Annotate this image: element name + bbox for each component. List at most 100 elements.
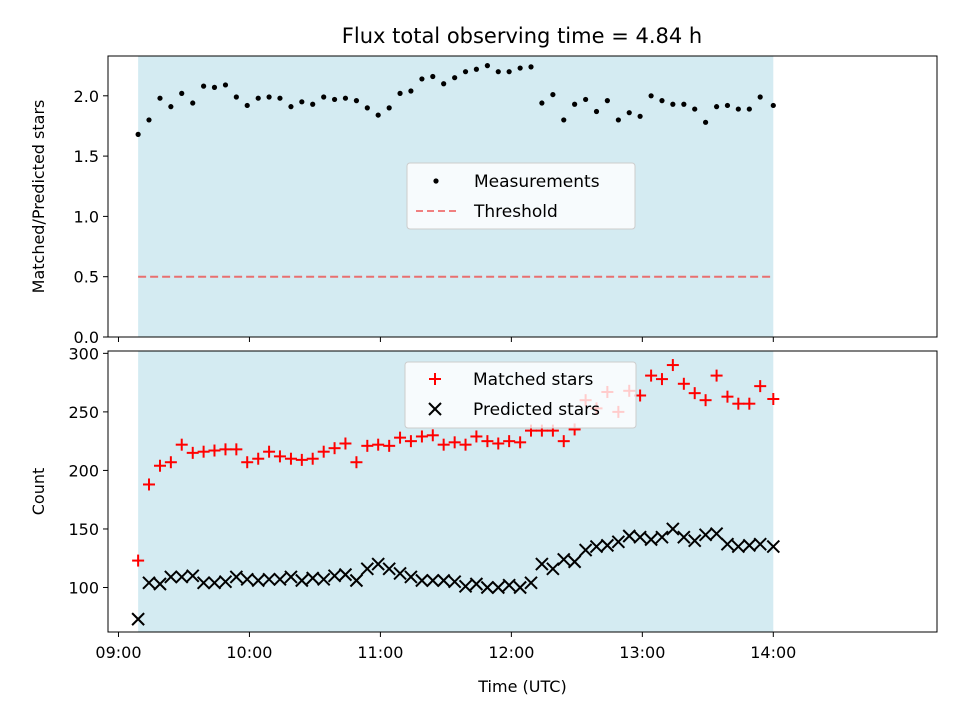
measurement-point [146,117,152,123]
matched-star-point [492,437,505,450]
measurement-point [277,95,283,101]
legend-box [406,162,636,230]
predicted-star-point [175,570,189,584]
predicted-star-point [589,539,604,554]
predicted-star-point [142,576,156,590]
measurement-point [648,93,654,99]
matched-star-point [721,390,734,403]
matched-star-point [208,444,221,457]
measurement-point [593,108,600,115]
matched-star-point [503,435,516,448]
predicted-star-point [207,576,222,590]
matched-star-point [372,438,385,451]
matched-star-point [263,445,276,458]
measurement-point [550,91,556,98]
y-axis-ticks: 100 150 200 250 300 [68,344,108,598]
matched-star-point [328,442,341,455]
predicted-star-point [611,535,626,549]
measurement-point [408,88,414,94]
figure-title: Flux total observing time = 4.84 h [342,24,702,48]
measurement-point [419,76,425,82]
predicted-star-point [502,578,516,592]
measurement-point [506,69,512,75]
plot-frame [107,350,938,633]
measurement-points [135,63,776,137]
predicted-star-point [196,576,211,590]
predicted-star-point [766,539,781,554]
matched-star-point [230,443,243,456]
predicted-star-point [131,612,145,626]
measurement-point [222,82,229,88]
measurement-point [539,100,545,106]
matched-star-point [306,452,319,465]
matched-star-point [186,446,199,459]
measurement-point [462,69,469,75]
matched-star-point [677,377,690,390]
predicted-star-point [469,577,484,591]
x-tick-label: 10:00 [226,643,272,662]
measurement-point [713,104,720,110]
matched-star-point [470,430,483,443]
predicted-star-point [404,570,418,584]
matched-star-point [175,438,188,451]
y-tick-label: 0.0 [74,328,99,347]
measurement-point [572,101,578,107]
matched-star-point [699,394,712,407]
predicted-star-point [327,569,342,583]
y-tick-label: 1.0 [74,207,99,226]
measurement-point [211,84,218,90]
predicted-star-point [578,543,593,557]
y-tick-label: 200 [68,461,99,480]
matched-star-point [426,429,439,442]
y-tick-label: 1.5 [74,147,99,166]
x-tick-label: 12:00 [488,643,534,662]
measurement-point [528,64,534,70]
measurement-point [255,95,261,101]
matched-star-point [448,436,461,449]
legend-label-matched: Matched stars [473,370,593,390]
y-axis-label: Matched/Predicted stars [29,100,48,294]
legend-marker-predicted [428,402,442,416]
predicted-star-point [295,573,309,588]
predicted-star-point [349,573,364,588]
matched-star-point [437,438,450,451]
measurement-point [299,99,305,105]
predicted-star-point [305,571,320,585]
predicted-star-point [284,570,298,584]
predicted-star-point [557,552,571,567]
matched-star-point [514,436,527,449]
measurement-point [342,95,349,101]
matched-star-point [743,397,756,410]
x-tick-label: 09:00 [95,643,141,662]
measurement-point [452,75,458,81]
matched-star-point [153,459,166,472]
predicted-star-point [251,573,265,588]
predicted-star-point [164,570,178,584]
matched-star-point [219,443,232,456]
matched-star-point [394,431,407,444]
legend: Measurements Threshold [406,162,636,230]
predicted-star-point [666,522,680,536]
legend-label-threshold: Threshold [473,202,558,222]
predicted-star-point [382,562,396,576]
y-axis-label: Count [29,468,48,516]
matched-star-point [132,554,145,567]
measurement-point [670,101,676,107]
predicted-star-point [273,572,287,587]
predicted-star-point [709,526,724,541]
predicted-star-point [186,569,200,583]
matched-star-point [481,435,494,448]
measurement-point [604,98,610,104]
measurement-point [692,106,698,112]
matched-star-point [688,387,701,400]
measurement-point [375,112,381,118]
measurement-point [397,90,403,96]
matched-star-point [666,359,679,372]
predicted-star-point [360,562,375,576]
measurement-point [135,131,141,137]
x-tick-label: 11:00 [357,643,403,662]
measurement-point [681,101,687,107]
measurement-point [517,65,523,71]
predicted-star-point [513,580,527,595]
